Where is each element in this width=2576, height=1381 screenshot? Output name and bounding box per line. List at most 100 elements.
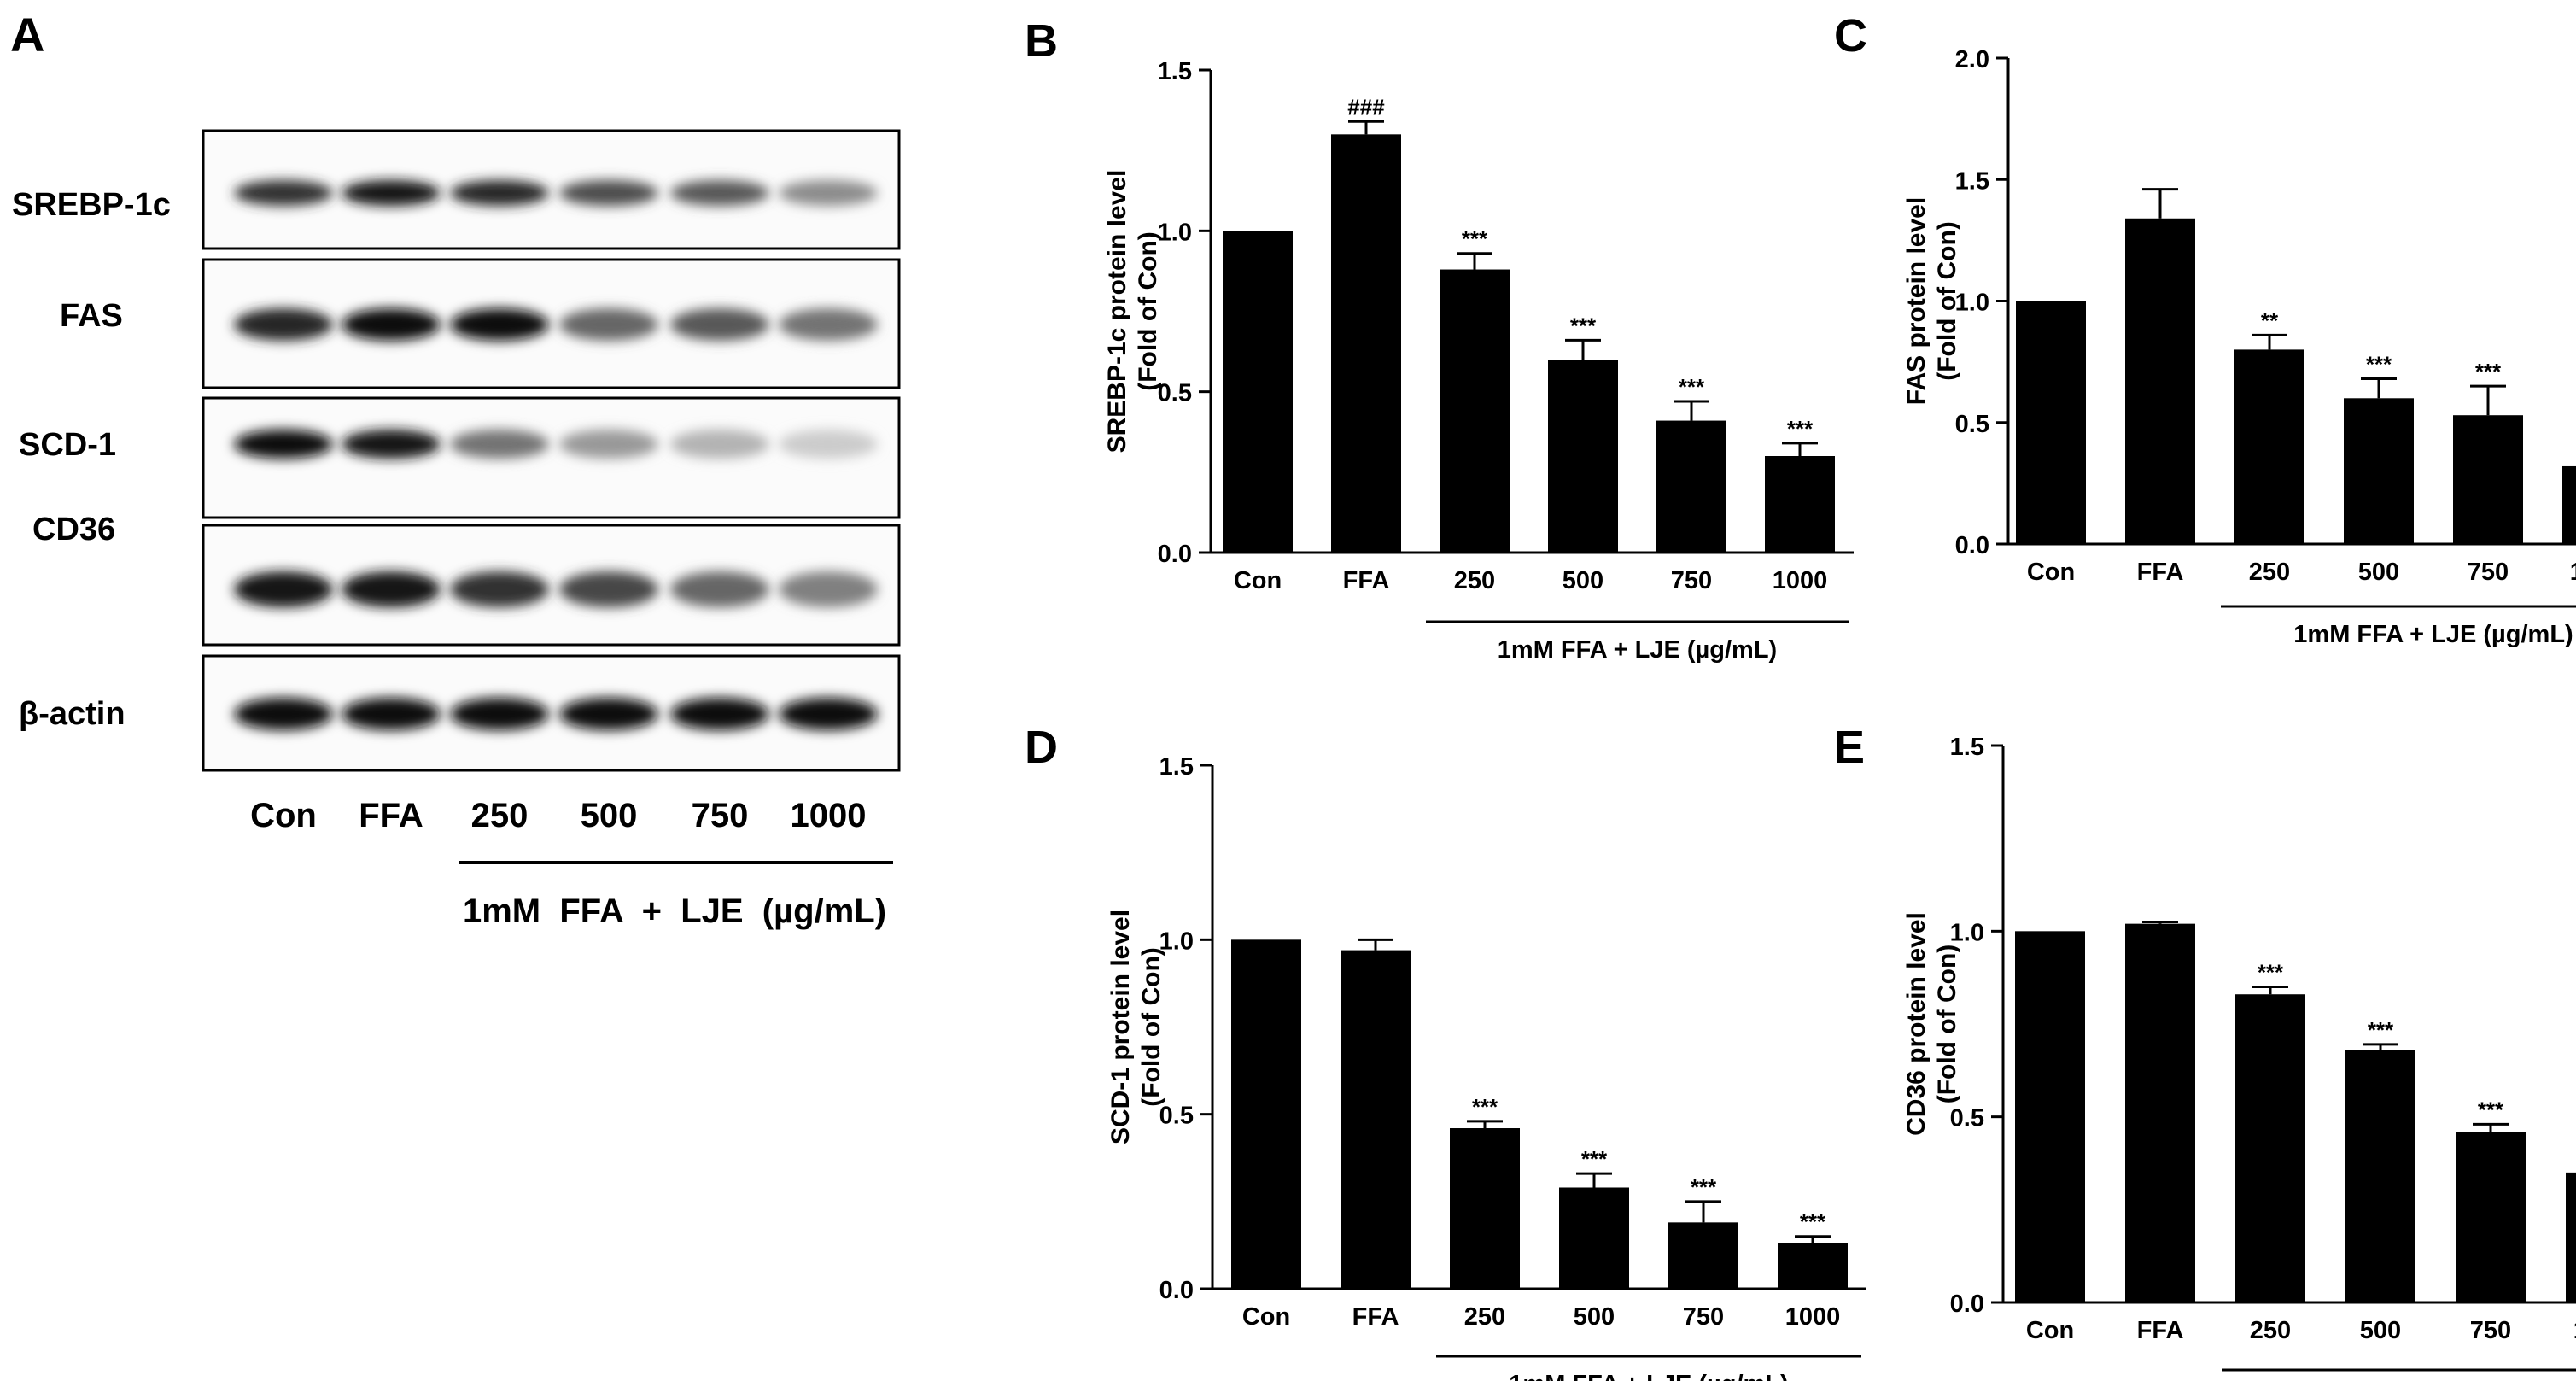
x-tick-label: 250 (2250, 1317, 2291, 1344)
treatment-label: 1mM FFA + LJE (µg/mL) (1498, 636, 1777, 664)
bar (1341, 950, 1411, 1289)
y-tick-label: 0.5 (1955, 411, 1989, 438)
blot-row-srebp1c: SREBP-1c (12, 129, 901, 250)
blot-band (670, 571, 769, 607)
y-axis-title-line1: SREBP-1c protein level (1103, 170, 1131, 454)
y-tick-label: 0.0 (1158, 541, 1192, 568)
y-tick-label: 1.0 (1159, 927, 1194, 955)
bar (1559, 1187, 1629, 1289)
significance-label: *** (1800, 1209, 1826, 1235)
y-axis-title: CD36 protein level (Fold of Con) (1902, 912, 1961, 1136)
blot-band (450, 180, 549, 206)
treatment-label: 1mM FFA + LJE (µg/mL) (2293, 621, 2573, 648)
x-tick-label: 500 (1574, 1303, 1615, 1331)
blot-frame (202, 396, 901, 519)
x-tick-label: FFA (1352, 1303, 1399, 1331)
blot-lane-label: FFA (359, 797, 423, 834)
blot-band (559, 571, 658, 607)
y-axis-title-line1: FAS protein level (1902, 197, 1931, 405)
bar (2125, 218, 2195, 544)
y-tick-label: 1.5 (1158, 58, 1192, 85)
bar (2125, 923, 2195, 1302)
blot-row-scd1: SCD-1 (19, 396, 901, 519)
x-tick-label: FFA (1343, 567, 1390, 594)
y-tick-label: 1.0 (1158, 219, 1192, 246)
blot-row-beta-actin: β-actin (19, 654, 901, 772)
bar (1450, 1128, 1520, 1289)
blot-row-fas: FAS (60, 258, 901, 389)
chart-panel-d: D 0.0 0.5 1.0 1.5 Con FFA *** 250 *** 500 *** 750 ***… (1025, 722, 1866, 1381)
bar (2456, 1132, 2526, 1302)
y-axis-title-line2: (Fold of Con) (1933, 221, 1961, 381)
blot-band (670, 308, 769, 341)
western-blot-panel: A SREBP-1c FAS SCD-1 CD36 β-actin Con FFA… (10, 8, 901, 930)
blot-lane-label: 250 (471, 797, 529, 834)
x-tick-label: 750 (1683, 1303, 1724, 1331)
x-tick-label: Con (1234, 567, 1282, 594)
significance-label: ### (1347, 94, 1385, 120)
significance-label: *** (2478, 1097, 2504, 1122)
chart-panel-e: E0.00.51.01.5ConFFA***250***500***750***… (1834, 722, 2576, 1372)
blot-band (234, 180, 333, 206)
blot-lane-label: Con (250, 797, 317, 834)
y-tick-label: 1.5 (1159, 753, 1194, 781)
blot-band (234, 430, 333, 459)
x-tick-label: Con (1242, 1303, 1290, 1331)
blot-band (234, 698, 333, 730)
y-tick-label: 0.5 (1950, 1105, 1984, 1132)
blot-band (670, 430, 769, 459)
blot-row-label: SREBP-1c (12, 187, 171, 223)
chart-panel-b: B 0.0 0.5 1.0 1.5 Con ### FFA *** 250 *** 500 *** 750… (1025, 15, 1854, 664)
y-tick-label: 0.0 (1159, 1277, 1194, 1304)
y-axis-title-line1: SCD-1 protein level (1107, 910, 1135, 1144)
blot-row-label: SCD-1 (19, 427, 116, 463)
y-tick-label: 0.0 (1950, 1290, 1984, 1318)
y-tick-label: 1.5 (1955, 167, 1989, 195)
bar (1440, 269, 1510, 553)
y-axis-title-line2: (Fold of Con) (1933, 945, 1961, 1104)
bar (1656, 420, 1726, 553)
y-axis-title-line1: CD36 protein level (1902, 912, 1931, 1136)
bar (1223, 231, 1293, 553)
y-axis-title: SREBP-1c protein level (Fold of Con) (1103, 170, 1162, 454)
blot-band (670, 180, 769, 206)
significance-label: *** (2366, 352, 2392, 377)
significance-label: *** (2475, 359, 2502, 384)
panel-letter: D (1025, 722, 1058, 773)
x-tick-label: 1000 (1773, 567, 1828, 594)
x-tick-label: 1000 (2573, 1317, 2576, 1344)
blot-band (234, 571, 333, 607)
x-tick-label: FFA (2137, 559, 2184, 586)
x-tick-label: 500 (2360, 1317, 2401, 1344)
y-axis-title-line2: (Fold of Con) (1134, 231, 1162, 391)
bar (2566, 1172, 2576, 1302)
bar (2235, 994, 2305, 1302)
panel-a-letter: A (10, 8, 44, 61)
y-tick-label: 0.0 (1955, 532, 1989, 559)
blot-band (559, 430, 658, 459)
significance-label: *** (1570, 313, 1597, 338)
significance-label: *** (1679, 374, 1705, 400)
blot-band (779, 571, 878, 607)
x-tick-label: Con (2027, 559, 2075, 586)
y-axis-title: FAS protein level (Fold of Con) (1902, 197, 1961, 405)
x-tick-label: FFA (2137, 1317, 2184, 1344)
significance-label: *** (1581, 1146, 1608, 1172)
blot-band (670, 698, 769, 730)
significance-label: *** (1691, 1174, 1717, 1200)
x-tick-label: 1000 (1785, 1303, 1841, 1331)
bar (2344, 398, 2414, 544)
blot-row-label: CD36 (32, 512, 115, 547)
blot-band (450, 430, 549, 459)
bar (1231, 939, 1301, 1289)
blot-band (342, 308, 441, 341)
blot-row-label: FAS (60, 298, 123, 334)
blot-row-label: β-actin (19, 696, 126, 732)
blot-band (342, 698, 441, 730)
x-tick-label: 500 (2358, 559, 2399, 586)
significance-label: *** (1462, 226, 1488, 252)
bar (1778, 1243, 1848, 1289)
blot-band (779, 430, 878, 459)
panel-letter: E (1834, 722, 1865, 773)
